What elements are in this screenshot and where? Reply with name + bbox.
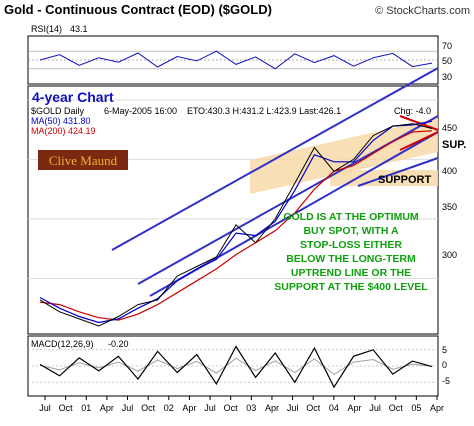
price-panel bbox=[27, 85, 439, 335]
logo-text: Clive Maund bbox=[49, 153, 118, 168]
x-tick-label: Jul bbox=[369, 403, 381, 413]
x-tick-label: Oct bbox=[306, 403, 321, 413]
triangle-bottom-line bbox=[399, 131, 439, 151]
macd-tick-5: 5 bbox=[442, 345, 447, 355]
x-axis: Jul Oct 01 Apr Jul Oct 02 Apr Jul Oct 03 Apr Jul Oct 0… bbox=[39, 396, 444, 413]
price-tick-300: 300 bbox=[442, 250, 457, 260]
support-label: SUPPORT bbox=[378, 174, 431, 186]
x-tick-label: Apr bbox=[347, 403, 361, 413]
x-tick-label: Apr bbox=[430, 403, 444, 413]
price-tick-350: 350 bbox=[442, 202, 457, 212]
x-tick-label: Oct bbox=[141, 403, 156, 413]
x-tick-label: Apr bbox=[182, 403, 196, 413]
ma200-line bbox=[39, 130, 433, 321]
x-tick-label: Oct bbox=[224, 403, 239, 413]
ma50-label: MA(50) 431.80 bbox=[31, 116, 91, 126]
annotation-line-6: SUPPORT AT THE $400 LEVEL bbox=[274, 281, 428, 293]
macd-grid bbox=[28, 349, 438, 383]
channel-upper-line bbox=[111, 67, 439, 251]
price-tick-400: 400 bbox=[442, 166, 457, 176]
price-tick-450: 450 bbox=[442, 123, 457, 133]
x-tick-label: Jul bbox=[204, 403, 216, 413]
period-label: 4-year Chart bbox=[32, 89, 114, 105]
rsi-tick-50: 50 bbox=[442, 56, 452, 66]
annotation-line-2: BUY SPOT, WITH A bbox=[303, 225, 399, 237]
rsi-grid bbox=[28, 50, 438, 70]
x-tick-label: Oct bbox=[389, 403, 404, 413]
rsi-label: RSI(14) bbox=[31, 24, 62, 34]
chart-title: Gold - Continuous Contract (EOD) ($GOLD) bbox=[4, 2, 272, 17]
info-timezone: ET bbox=[187, 106, 199, 116]
annotation-line-3: STOP-LOSS EITHER bbox=[300, 239, 402, 251]
x-tick-label: Apr bbox=[100, 403, 114, 413]
annotation-line-4: BELOW THE LONG-TERM bbox=[286, 253, 416, 265]
sup-label: SUP. bbox=[442, 139, 466, 151]
ma200-label: MA(200) 424.19 bbox=[31, 126, 96, 136]
x-tick-label: 02 bbox=[164, 403, 174, 413]
macd-line bbox=[39, 345, 433, 389]
rsi-tick-70: 70 bbox=[442, 41, 452, 51]
annotation-block: GOLD IS AT THE OPTIMUM BUY SPOT, WITH A … bbox=[274, 211, 428, 293]
logo-box bbox=[38, 150, 128, 170]
info-change: Chg: -4.0 bbox=[394, 106, 431, 116]
support-band bbox=[330, 170, 438, 186]
support-trend-line bbox=[357, 157, 439, 187]
x-tick-label: Oct bbox=[59, 403, 74, 413]
x-tick-label: Jul bbox=[287, 403, 299, 413]
x-tick-label: 03 bbox=[246, 403, 256, 413]
info-symbol: $GOLD Daily bbox=[31, 106, 85, 116]
upper-support-band bbox=[250, 118, 438, 194]
annotation-line-1: GOLD IS AT THE OPTIMUM bbox=[283, 211, 419, 223]
rsi-tick-30: 30 bbox=[442, 72, 452, 82]
macd-tick-neg5: -5 bbox=[442, 376, 450, 386]
price-line bbox=[39, 123, 433, 327]
triangle-top-line bbox=[399, 115, 439, 131]
macd-value: -0.20 bbox=[108, 339, 129, 349]
x-tick-label: 05 bbox=[411, 403, 421, 413]
rsi-line bbox=[39, 50, 433, 70]
x-tick-label: Jul bbox=[122, 403, 134, 413]
rsi-value: 43.1 bbox=[70, 24, 88, 34]
info-quote: O:430.3 H:431.2 L:423.9 Last:426.1 bbox=[198, 106, 341, 116]
x-tick-label: Apr bbox=[265, 403, 279, 413]
x-tick-label: Jul bbox=[39, 403, 51, 413]
x-tick-label: 04 bbox=[329, 403, 339, 413]
macd-tick-0: 0 bbox=[442, 360, 447, 370]
annotation-line-5: UPTREND LINE OR THE bbox=[291, 267, 411, 279]
macd-label: MACD(12,26,9) bbox=[31, 339, 94, 349]
ma50-line bbox=[39, 120, 433, 324]
info-date: 6-May-2005 16:00 bbox=[104, 106, 177, 116]
source-credit: © StockCharts.com bbox=[375, 5, 470, 17]
x-tick-label: 01 bbox=[81, 403, 91, 413]
